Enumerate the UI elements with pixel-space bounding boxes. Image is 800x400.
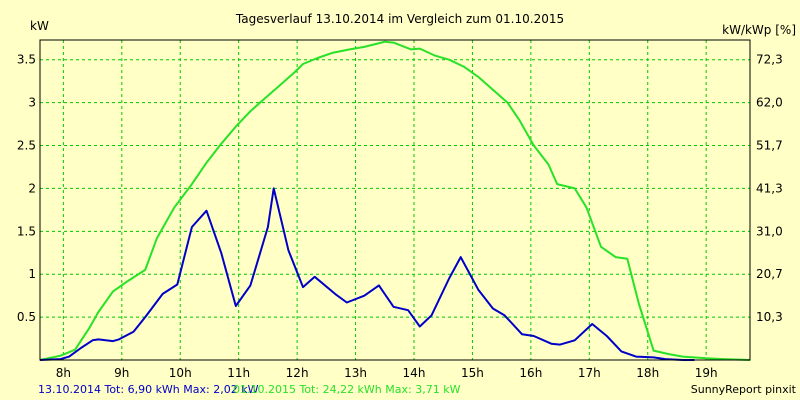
y-tick-right-label: 31,0 [756, 224, 783, 238]
y-tick-label: 2 [28, 181, 36, 195]
x-tick-label: 14h [403, 366, 426, 380]
y-tick-label: 3.5 [17, 53, 36, 67]
x-tick-label: 9h [114, 366, 129, 380]
y-tick-right-label: 51,7 [756, 139, 783, 153]
y-tick-label: 3 [28, 96, 36, 110]
series-line-01.10.2015 [39, 40, 751, 361]
x-tick-label: 13h [344, 366, 367, 380]
x-tick-label: 15h [461, 366, 484, 380]
grid [40, 40, 750, 360]
y-tick-right-label: 10,3 [756, 310, 783, 324]
x-tick-label: 17h [578, 366, 601, 380]
y-tick-right-label: 62,0 [756, 96, 783, 110]
x-tick-label: 10h [169, 366, 192, 380]
footer-series2: 01.10.2015 Tot: 24,22 kWh Max: 3,71 kW [233, 383, 461, 396]
y-tick-label: 0.5 [17, 310, 36, 324]
y-axis-label: kW [30, 19, 49, 33]
y-ticks-right: 10,3 20,7 31,0 41,3 51,7 62,0 72,3 [756, 53, 783, 324]
y-axis-right-label: kW/kWp [%] [722, 23, 796, 37]
footer-credit: SunnyReport pinxit [691, 383, 797, 396]
x-tick-label: 8h [56, 366, 71, 380]
plot-frame [39, 39, 751, 361]
series-group [39, 40, 751, 361]
y-tick-label: 1.5 [17, 224, 36, 238]
x-tick-label: 12h [286, 366, 309, 380]
chart-title: Tagesverlauf 13.10.2014 im Vergleich zum… [235, 12, 564, 26]
x-tick-label: 18h [636, 366, 659, 380]
y-tick-label: 2.5 [17, 139, 36, 153]
x-ticks: 8h 9h 10h 11h 12h 13h 14h 15h 16h 17h 18h 19h [56, 366, 718, 380]
y-tick-right-label: 72,3 [756, 53, 783, 67]
footer-series1: 13.10.2014 Tot: 6,90 kWh Max: 2,02 kW [38, 383, 259, 396]
series-line-13.10.2014 [39, 187, 695, 361]
y-tick-right-label: 41,3 [756, 181, 783, 195]
x-tick-label: 16h [519, 366, 542, 380]
y-tick-label: 1 [28, 267, 36, 281]
x-tick-label: 11h [227, 366, 250, 380]
y-tick-right-label: 20,7 [756, 267, 783, 281]
x-tick-label: 19h [695, 366, 718, 380]
y-ticks: 0.5 1 1.5 2 2.5 3 3.5 [17, 53, 36, 324]
